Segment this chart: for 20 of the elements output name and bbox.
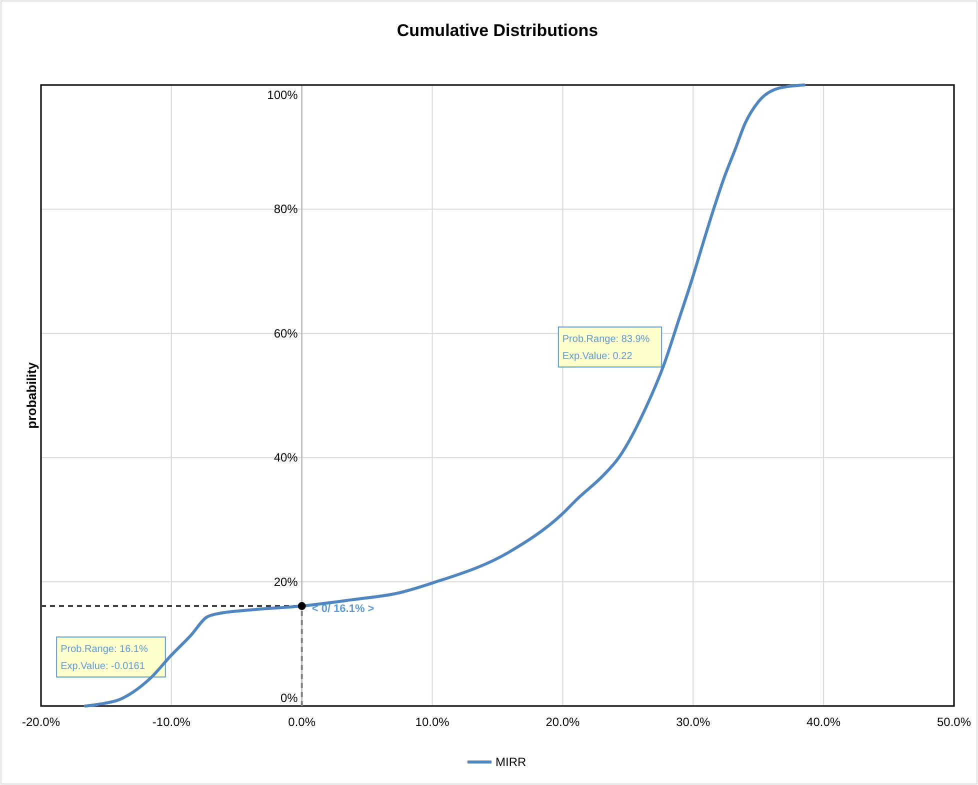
x-tick-label: 50.0% [936,715,972,729]
x-tick-label: -10.0% [152,715,191,729]
y-tick-label: 40% [274,450,298,465]
ref-line-label: < 0/ 16.1% > [312,603,374,616]
y-tick-label: 100% [267,88,298,102]
legend-label: MIRR [496,755,526,769]
x-tick-label: 20.0% [546,715,580,729]
y-tick-label: 60% [274,326,298,340]
x-tick-label: 30.0% [676,715,710,729]
x-tick-label: 40.0% [806,715,841,729]
y-axis-title: probability [24,362,39,429]
x-tick-label: 0.0% [288,715,316,729]
x-tick-label: 10.0% [415,715,450,729]
annotation: Prob.Range: 83.9% Exp.Value: 0.22 [562,334,650,362]
y-tick-label: 20% [274,574,298,589]
y-tick-label: 0% [280,691,298,705]
x-tick-label: -20.0% [22,715,60,729]
y-tick-label: 80% [274,202,298,216]
annotation: Prob.Range: 16.1% Exp.Value: -0.0161 [60,644,148,672]
chart-title: Cumulative Distributions [396,21,598,40]
